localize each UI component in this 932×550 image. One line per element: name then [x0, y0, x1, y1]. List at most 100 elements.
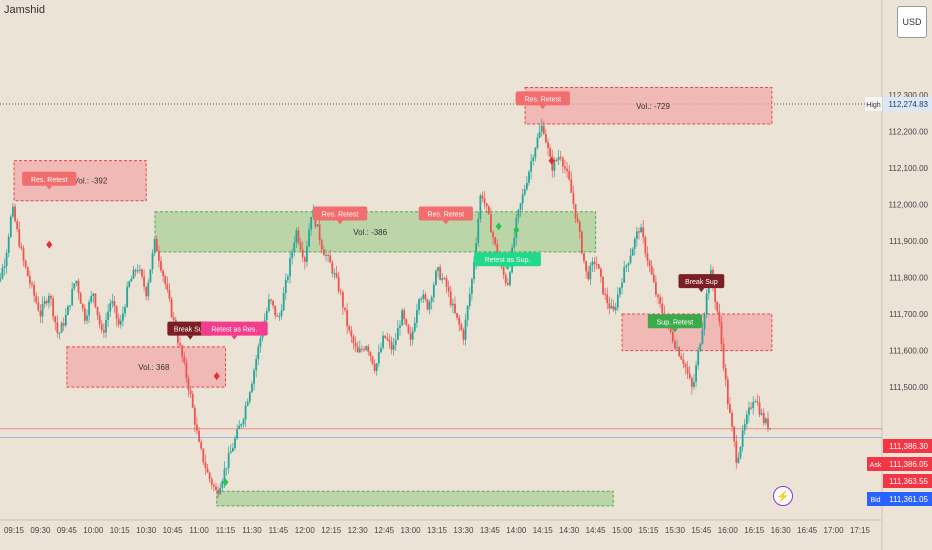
candle: [308, 229, 310, 247]
signal-label-box-7: [678, 274, 725, 289]
x-tick-label: 10:30: [136, 526, 157, 535]
candle: [282, 292, 285, 311]
candle: [361, 348, 363, 350]
candle: [185, 362, 188, 379]
candle: [375, 363, 378, 371]
candle: [699, 343, 702, 351]
x-tick-label: 10:00: [83, 526, 104, 535]
candle: [253, 370, 255, 384]
price-tag-box-3: [883, 474, 932, 488]
candle: [384, 335, 387, 338]
signal-label-text-7: Break Sup: [685, 279, 718, 286]
candle: [18, 229, 21, 247]
candle: [33, 284, 35, 296]
candle: [680, 356, 683, 360]
candle: [12, 206, 14, 217]
candle: [496, 244, 499, 259]
candle: [737, 457, 740, 463]
candle: [545, 134, 547, 143]
x-tick-label: 16:30: [771, 526, 792, 535]
candle: [460, 324, 463, 330]
candle: [369, 351, 372, 357]
candle: [238, 425, 241, 430]
candle: [270, 299, 272, 301]
candle: [741, 430, 744, 447]
candle: [754, 401, 757, 403]
signal-label-box-2: [200, 321, 268, 336]
candle: [225, 467, 228, 469]
candle: [170, 298, 173, 318]
candle: [47, 295, 50, 304]
x-tick-label: 12:30: [348, 526, 369, 535]
candle: [5, 252, 8, 267]
candle: [289, 258, 291, 277]
candle: [179, 343, 181, 346]
candle: [24, 260, 27, 268]
candle: [196, 424, 198, 431]
x-tick-label: 10:45: [163, 526, 184, 535]
candle: [348, 326, 351, 331]
candle: [629, 255, 632, 264]
candle: [536, 137, 539, 149]
candle: [555, 159, 558, 161]
candle: [183, 356, 186, 363]
price-tag-value-1: 111,386.30: [889, 442, 928, 451]
lightning-icon[interactable]: ⚡: [773, 486, 793, 506]
candle: [532, 157, 535, 162]
candle: [67, 306, 69, 316]
price-tag-box-0: [883, 97, 932, 112]
candle: [83, 308, 86, 321]
candle: [559, 156, 562, 159]
candle: [62, 323, 65, 326]
candle: [506, 283, 509, 285]
candle: [623, 267, 626, 283]
candle: [341, 292, 344, 308]
candle: [52, 298, 55, 317]
currency-button[interactable]: USD: [897, 6, 927, 38]
candle: [420, 298, 423, 300]
candle: [435, 270, 437, 285]
candle: [530, 161, 533, 172]
candle: [401, 310, 404, 326]
candle: [580, 231, 583, 254]
candle: [729, 404, 731, 413]
signal-label-box-8: [647, 314, 703, 329]
candle: [373, 363, 376, 371]
candle: [426, 299, 429, 310]
candle: [37, 302, 40, 311]
candle: [166, 284, 169, 290]
candle: [386, 337, 389, 340]
candle: [147, 282, 150, 297]
candle: [329, 255, 332, 263]
candle: [26, 267, 29, 277]
candle: [572, 192, 575, 204]
candle: [659, 297, 662, 304]
candle: [608, 303, 611, 309]
zone-label-2: Vol.: 368: [138, 363, 170, 372]
candle: [367, 346, 370, 352]
candle: [638, 231, 640, 233]
candle: [172, 317, 175, 320]
candle: [71, 288, 74, 306]
candle: [485, 203, 488, 207]
candle: [88, 301, 90, 316]
candle: [234, 438, 236, 448]
candle: [752, 401, 755, 409]
candle: [585, 261, 588, 272]
candle: [432, 284, 435, 298]
candle: [113, 301, 116, 307]
signal-diamond-4: [222, 478, 229, 487]
signal-label-text-6: Res. Retest: [524, 96, 561, 103]
candle: [422, 294, 425, 299]
candle: [428, 301, 431, 310]
candle: [134, 269, 137, 272]
signal-label-box-0: [22, 171, 77, 186]
x-tick-label: 14:00: [506, 526, 527, 535]
candle: [551, 156, 554, 171]
candle: [356, 346, 359, 353]
candle: [733, 426, 736, 442]
candle: [136, 270, 139, 272]
x-tick-label: 15:30: [665, 526, 686, 535]
candle: [549, 147, 552, 157]
